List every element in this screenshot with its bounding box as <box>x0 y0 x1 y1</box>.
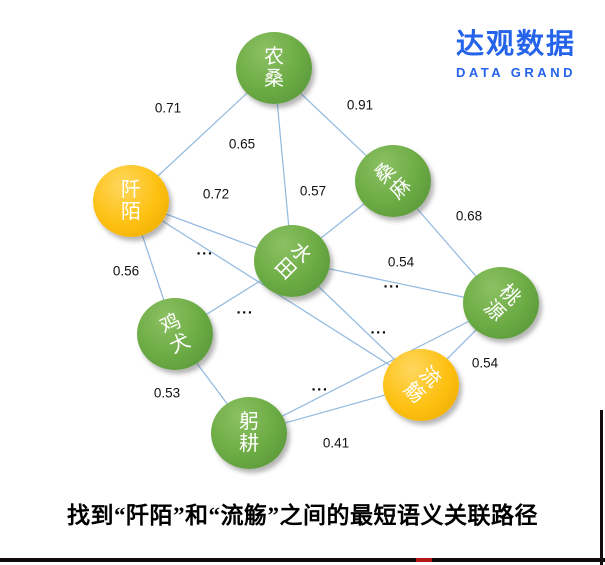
edge-weight-gonggeng-liushang: 0.41 <box>322 435 350 451</box>
graph-node-jiquan: 鸡犬 <box>137 298 213 370</box>
graph-node-sangma: 桑麻 <box>355 145 431 217</box>
edge-weight-taoyuan-liushang: 0.54 <box>471 355 499 371</box>
node-label-qianmo: 阡陌 <box>121 178 141 223</box>
node-label-shuitian: 水田 <box>269 238 315 284</box>
edge-weight-shuitian-sangma: 0.57 <box>299 183 327 199</box>
graph-node-taoyuan: 桃源 <box>463 267 539 339</box>
edge-weight-qianmo-nongsang: 0.71 <box>154 100 182 116</box>
edge-weight-qianmo-shuitian: 0.72 <box>202 186 230 202</box>
node-label-nongsang: 农桑 <box>264 45 284 90</box>
omitted-edge-dots-2: ... <box>236 300 254 318</box>
omitted-edge-dots-5: ... <box>311 377 329 395</box>
screenshot-bottom-edge-red-fragment <box>416 558 432 562</box>
node-label-liushang: 流觞 <box>398 362 444 408</box>
logo-chinese-wordmark: 达观数据 <box>455 28 576 59</box>
edge-weight-qianmo-jiquan: 0.56 <box>112 263 140 279</box>
graph-node-gonggeng: 躬耕 <box>211 397 287 469</box>
omitted-edge-dots-3: ... <box>383 274 401 292</box>
datagrand-logo: 达观数据 DATA GRAND <box>452 22 580 80</box>
node-label-sangma: 桑麻 <box>370 158 416 204</box>
graph-node-shuitian: 水田 <box>254 225 330 297</box>
node-label-gonggeng: 躬耕 <box>239 410 259 455</box>
graph-node-nongsang: 农桑 <box>236 32 312 104</box>
figure-caption: 找到“阡陌”和“流觞”之间的最短语义关联路径 <box>67 503 538 528</box>
edge-weight-sangma-taoyuan: 0.68 <box>455 208 483 224</box>
screenshot-bottom-edge <box>0 558 605 562</box>
screenshot-right-edge <box>600 410 603 565</box>
edge-weight-jiquan-gonggeng: 0.53 <box>153 385 181 401</box>
node-label-jiquan: 鸡犬 <box>156 309 194 359</box>
edge-weight-nongsang-shuitian: 0.65 <box>228 136 256 152</box>
edge-weight-nongsang-sangma: 0.91 <box>346 97 374 113</box>
edge-gonggeng-taoyuan <box>248 304 502 434</box>
omitted-edge-dots-1: ... <box>196 241 214 259</box>
omitted-edge-dots-4: ... <box>370 320 388 338</box>
logo-english-wordmark: DATA GRAND <box>456 65 576 80</box>
graph-node-liushang: 流觞 <box>383 349 459 421</box>
graph-node-qianmo: 阡陌 <box>93 165 169 237</box>
edge-weight-shuitian-taoyuan: 0.54 <box>387 254 415 270</box>
node-label-taoyuan: 桃源 <box>478 280 524 326</box>
